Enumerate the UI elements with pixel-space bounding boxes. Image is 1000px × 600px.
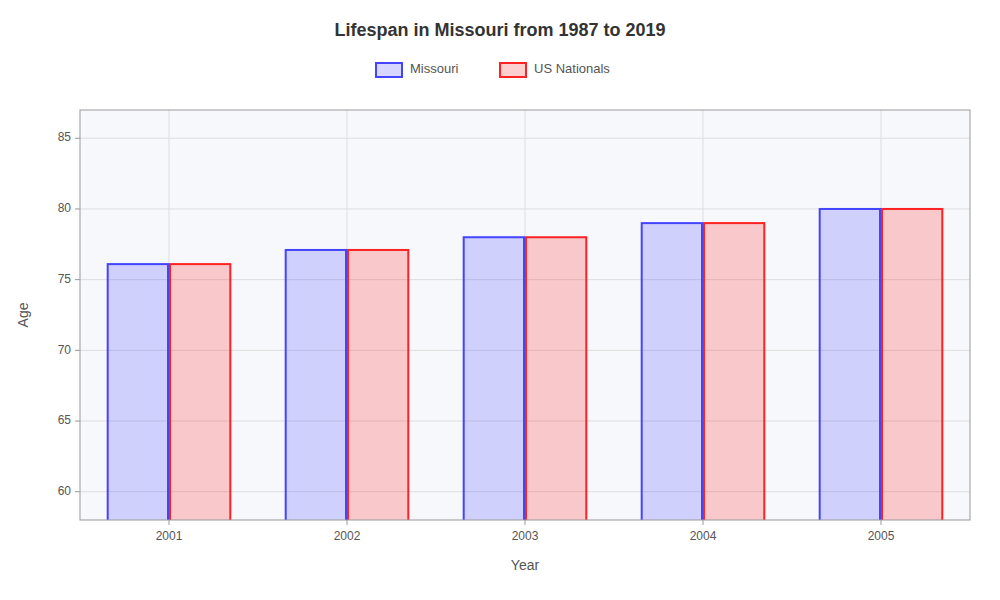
tick-mark <box>75 138 80 139</box>
tick-mark <box>525 520 526 525</box>
bar <box>820 209 880 520</box>
tick-mark <box>75 208 80 209</box>
bar <box>882 209 942 520</box>
y-axis: 60 65 70 75 80 85 <box>58 130 80 497</box>
bar <box>108 264 168 520</box>
bar <box>642 223 702 520</box>
tick-mark <box>75 350 80 351</box>
tick-label: 2002 <box>334 529 361 543</box>
tick-label: 60 <box>58 484 72 498</box>
bars <box>108 209 943 520</box>
tick-mark <box>703 520 704 525</box>
legend-swatch <box>376 63 402 77</box>
plot-frame <box>80 110 970 520</box>
tick-label: 75 <box>58 272 72 286</box>
tick-label: 2001 <box>156 529 183 543</box>
legend-swatch <box>500 63 526 77</box>
legend-label: Missouri <box>410 61 459 76</box>
tick-label: 2003 <box>512 529 539 543</box>
bar <box>704 223 764 520</box>
chart: 60 65 70 75 80 85 2001 2002 2003 2004 2005 Year Age L… <box>0 0 1000 600</box>
x-axis: 2001 2002 2003 2004 2005 <box>156 520 895 543</box>
tick-label: 2005 <box>868 529 895 543</box>
x-axis-label: Year <box>511 557 540 573</box>
bar <box>170 264 230 520</box>
bar <box>286 250 346 520</box>
tick-mark <box>881 520 882 525</box>
legend-label: US Nationals <box>534 61 610 76</box>
tick-label: 2004 <box>690 529 717 543</box>
tick-label: 85 <box>58 130 72 144</box>
title: Lifespan in Missouri from 1987 to 2019 <box>334 20 665 40</box>
tick-mark <box>75 491 80 492</box>
tick-mark <box>75 421 80 422</box>
tick-mark <box>75 279 80 280</box>
tick-mark <box>347 520 348 525</box>
bar <box>464 237 524 520</box>
tick-label: 80 <box>58 201 72 215</box>
bar <box>348 250 408 520</box>
legend: Missouri US Nationals <box>376 61 610 77</box>
tick-label: 65 <box>58 413 72 427</box>
tick-label: 70 <box>58 343 72 357</box>
bar <box>526 237 586 520</box>
tick-mark <box>169 520 170 525</box>
page: {"chart_data": {"type": "bar", "title": … <box>0 0 1000 600</box>
y-axis-label: Age <box>15 302 31 327</box>
